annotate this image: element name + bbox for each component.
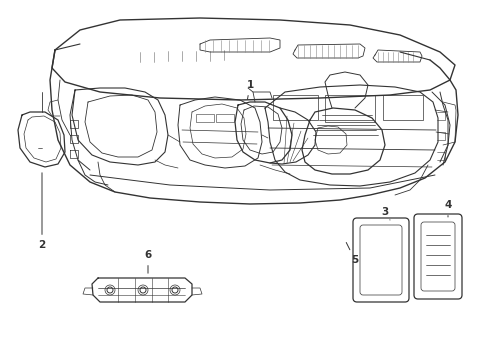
Text: 6: 6 (145, 250, 151, 273)
Bar (196, 114, 214, 122)
Bar (325, 95, 375, 122)
Text: 2: 2 (38, 173, 46, 250)
Text: 3: 3 (381, 207, 390, 220)
Text: 4: 4 (444, 200, 452, 217)
Bar (383, 95, 423, 120)
Text: 1: 1 (246, 80, 254, 99)
Bar (216, 114, 234, 122)
Text: 5: 5 (346, 243, 359, 265)
Bar (273, 95, 318, 120)
